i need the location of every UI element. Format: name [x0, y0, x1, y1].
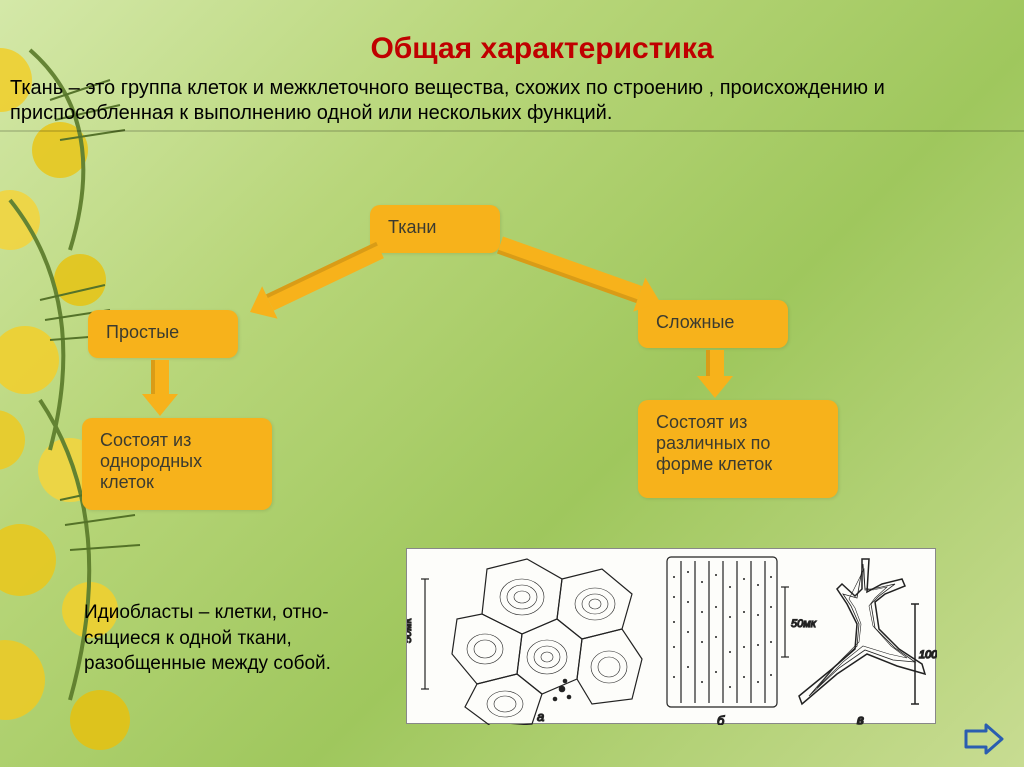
- definition-text: Ткань – это группа клеток и межклеточног…: [0, 66, 1024, 132]
- svg-text:100мк: 100мк: [919, 649, 937, 661]
- svg-text:б: б: [717, 713, 725, 725]
- idioblast-note: Идиобласты – клетки, отно-сящиеся к одно…: [84, 600, 384, 677]
- flow-node-complex_desc: Состоят из различных по форме клеток: [638, 400, 838, 498]
- flow-node-root: Ткани: [370, 205, 500, 253]
- flow-node-complex: Сложные: [638, 300, 788, 348]
- slide-title: Общая характеристика: [0, 0, 1024, 66]
- flow-node-simple_desc: Состоят из однородных клеток: [82, 418, 272, 510]
- cell-illustration: 50мк: [406, 548, 936, 724]
- flow-node-simple: Простые: [88, 310, 238, 358]
- next-slide-button[interactable]: [962, 723, 1006, 755]
- svg-text:50мк: 50мк: [791, 618, 817, 630]
- svg-text:а: а: [537, 709, 544, 724]
- svg-text:в: в: [857, 712, 864, 725]
- svg-text:50мк: 50мк: [407, 617, 414, 643]
